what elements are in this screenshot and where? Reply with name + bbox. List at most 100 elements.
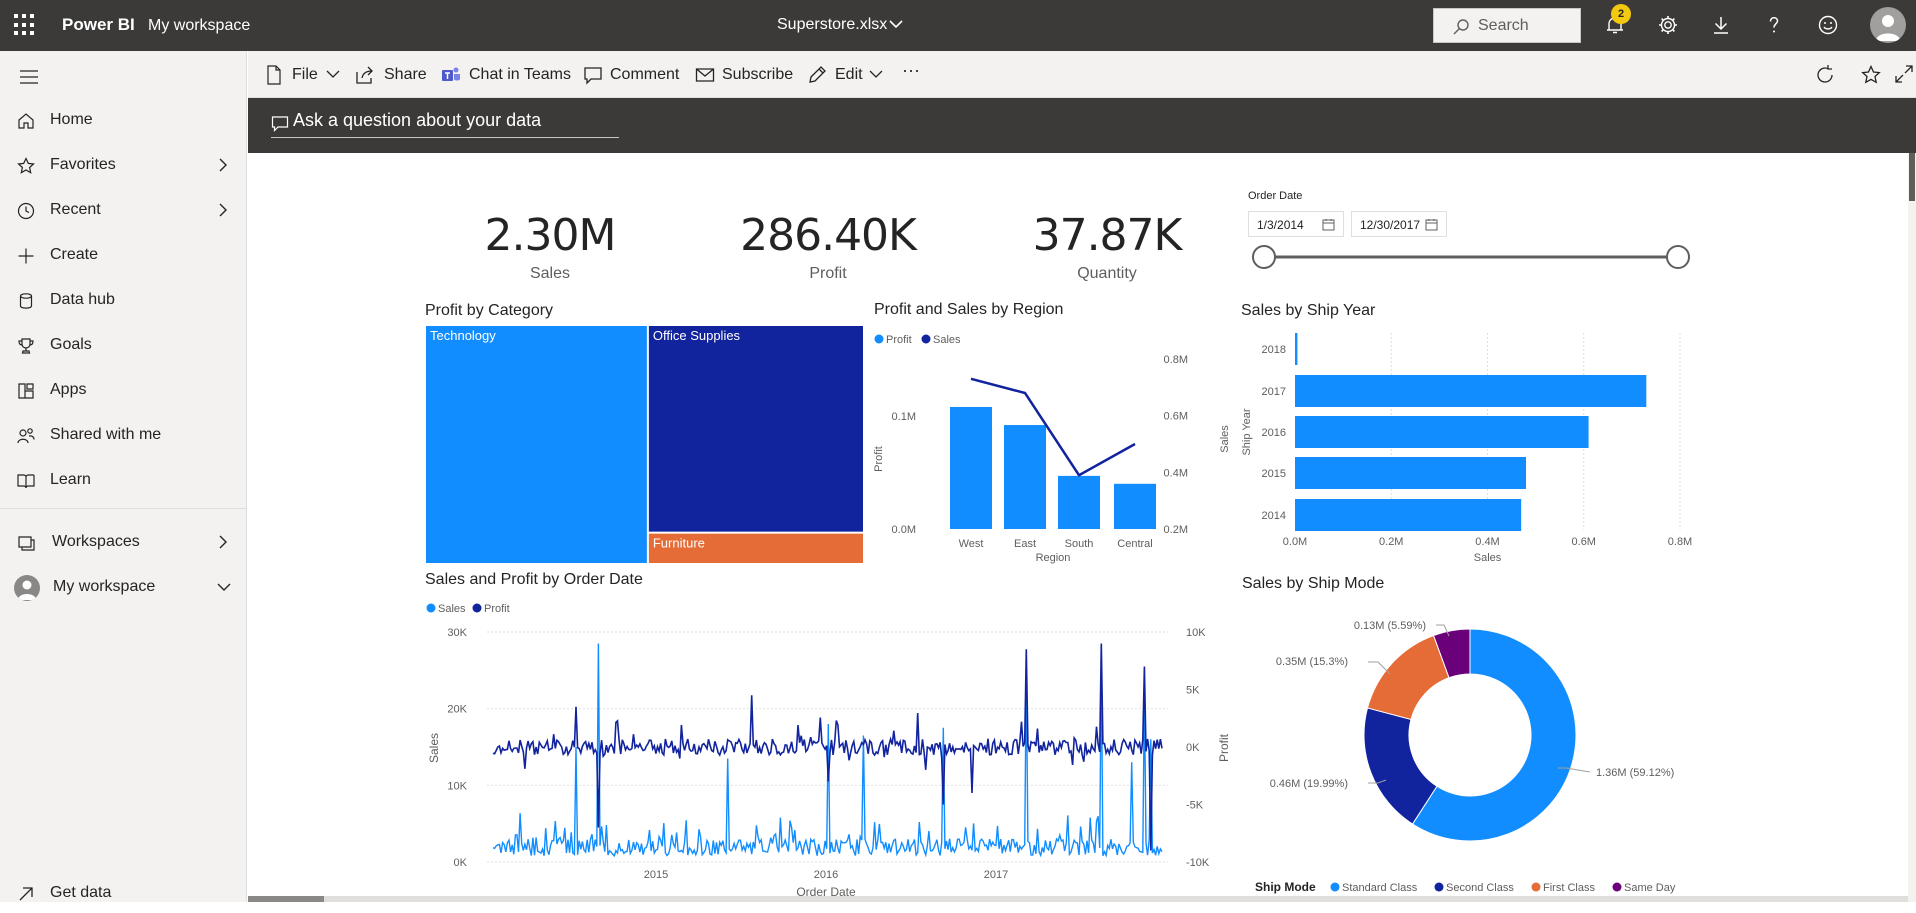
year-bar[interactable] [1295, 457, 1526, 489]
donut-slice[interactable] [1411, 628, 1577, 842]
nav-item-get-data[interactable]: Get data [0, 873, 247, 913]
nav-item-learn[interactable]: Learn [0, 460, 247, 500]
start-date-input[interactable]: 1/3/2014 [1248, 211, 1344, 237]
person-icon [18, 580, 36, 600]
nav-item-workspaces[interactable]: Workspaces [0, 522, 247, 562]
search-input[interactable]: Search [1433, 8, 1581, 43]
share-button[interactable]: Share [355, 64, 427, 86]
x-tick-label: 0.2M [1379, 536, 1403, 548]
comment-button[interactable]: Comment [583, 64, 683, 86]
legend-label: Standard Class [1342, 882, 1418, 894]
hamburger-menu-icon[interactable] [20, 70, 38, 84]
treemap-tile[interactable] [425, 325, 648, 564]
app-launcher-icon[interactable] [14, 14, 36, 36]
person-icon [1876, 15, 1900, 41]
feedback-smiley-icon[interactable] [1816, 13, 1840, 37]
profit-bar[interactable] [1058, 475, 1100, 529]
donut-slice[interactable] [1432, 628, 1471, 679]
download-icon[interactable] [1709, 13, 1733, 37]
region-combo-chart[interactable]: Profit Sales 0.0M 0.1M Profit 0.2M 0.4M 0.6M 0.8… [870, 325, 1231, 570]
subscribe-button[interactable]: Subscribe [695, 64, 795, 86]
qna-input[interactable]: Ask a question about your data [271, 108, 619, 138]
nav-item-favorites[interactable]: Favorites [0, 145, 247, 185]
apps-icon [18, 383, 34, 399]
year-bar[interactable] [1295, 416, 1589, 448]
legend-label: Profit [886, 334, 912, 346]
help-icon[interactable] [1762, 13, 1786, 37]
edit-button[interactable]: Edit [807, 64, 889, 86]
fullscreen-icon[interactable] [1894, 64, 1914, 84]
x-tick-label: 0.4M [1475, 536, 1499, 548]
chevron-down-icon[interactable] [216, 579, 232, 595]
region-chart-title: Profit and Sales by Region [874, 301, 1064, 318]
treemap-tile[interactable] [647, 532, 864, 565]
x-tick-label: West [959, 538, 984, 550]
y-tick-label: 10K [447, 780, 467, 792]
profit-bar[interactable] [1004, 425, 1046, 529]
x-axis-label: Sales [1474, 552, 1502, 564]
chat-in-teams-button[interactable]: Chat in Teams [441, 64, 571, 86]
user-avatar[interactable] [1870, 7, 1906, 43]
leader-line [1368, 779, 1387, 784]
profit-bar[interactable] [1114, 483, 1156, 529]
year-bar[interactable] [1295, 375, 1647, 407]
vertical-scrollbar-thumb[interactable] [1909, 153, 1915, 201]
data-label: 1.36M (59.12%) [1596, 767, 1674, 779]
refresh-icon[interactable] [1814, 64, 1836, 86]
profit-series-line[interactable] [492, 643, 1163, 851]
y2-tick-label: 0.8M [1164, 354, 1188, 366]
nav-item-home[interactable]: Home [0, 100, 247, 140]
brand-name[interactable]: Power BI [62, 15, 135, 34]
treemap-tile-label: Office Supplies [653, 328, 741, 343]
card-sales-label: Sales [529, 265, 571, 282]
report-title[interactable]: Superstore.xlsx [777, 16, 888, 33]
sales-series-line[interactable] [492, 643, 1163, 858]
gear-icon[interactable] [1656, 13, 1680, 37]
nav-item-data-hub[interactable]: Data hub [0, 280, 247, 320]
data-label: 0.35M (15.3%) [1276, 656, 1348, 668]
more-options-button[interactable]: ··· [902, 60, 920, 80]
slider-end-handle[interactable] [1666, 245, 1690, 269]
ship-year-bar-chart[interactable]: 0.0M 0.2M 0.4M 0.6M 0.8M Sales Ship Year 2018 20… [1240, 325, 1710, 570]
treemap-tile[interactable] [647, 325, 864, 533]
chevron-right-icon[interactable] [216, 534, 230, 550]
ship-mode-donut-chart[interactable]: 1.36M (59.12%) 0.46M (19.99%) 0.35M (15.3%… [1240, 598, 1760, 902]
y-axis-label: Profit [873, 446, 885, 472]
year-bar[interactable] [1295, 333, 1298, 365]
vertical-scrollbar[interactable] [1908, 153, 1916, 902]
legend-marker [874, 334, 884, 344]
nav-item-recent[interactable]: Recent [0, 190, 247, 230]
y-tick-label: 0.0M [892, 524, 916, 536]
slider-start-handle[interactable] [1252, 245, 1276, 269]
nav-item-label: Learn [50, 471, 91, 488]
x-axis-label: Order Date [796, 885, 856, 899]
chevron-down-icon[interactable] [888, 16, 904, 32]
donut-slice[interactable] [1366, 634, 1450, 721]
sales-line[interactable] [970, 377, 1136, 477]
mail-icon [695, 68, 715, 82]
workspace-breadcrumb[interactable]: My workspace [148, 17, 251, 34]
nav-item-shared-with-me[interactable]: Shared with me [0, 415, 247, 455]
file-menu-button[interactable]: File [266, 64, 342, 86]
year-bar[interactable] [1295, 499, 1522, 531]
ship-year-chart-title: Sales by Ship Year [1241, 302, 1376, 319]
horizontal-scrollbar[interactable] [248, 896, 1908, 902]
date-range-slider[interactable] [1250, 244, 1694, 270]
profit-bar[interactable] [950, 406, 992, 529]
calendar-icon [1322, 219, 1335, 231]
order-date-line-chart[interactable]: Sales Profit 0K 10K 20K 30K -10K -5K 0K 5K 10K Sale… [420, 594, 1240, 902]
ship-mode-chart-title: Sales by Ship Mode [1242, 575, 1385, 592]
nav-item-apps[interactable]: Apps [0, 370, 247, 410]
end-date-input[interactable]: 12/30/2017 [1351, 211, 1447, 237]
chevron-right-icon[interactable] [216, 202, 230, 218]
nav-item-my-workspace[interactable]: My workspace [0, 567, 247, 607]
legend-label: Sales [933, 334, 961, 346]
report-toolbar: File Share Chat in Teams Comment Subscri… [248, 51, 1916, 98]
horizontal-scrollbar-thumb[interactable] [248, 896, 324, 902]
legend-marker [1330, 882, 1340, 892]
nav-item-create[interactable]: Create [0, 235, 247, 275]
star-icon[interactable] [1860, 64, 1882, 86]
chevron-right-icon[interactable] [216, 157, 230, 173]
treemap-chart[interactable]: Technology Office Supplies Furniture [425, 325, 865, 565]
nav-item-goals[interactable]: Goals [0, 325, 247, 365]
